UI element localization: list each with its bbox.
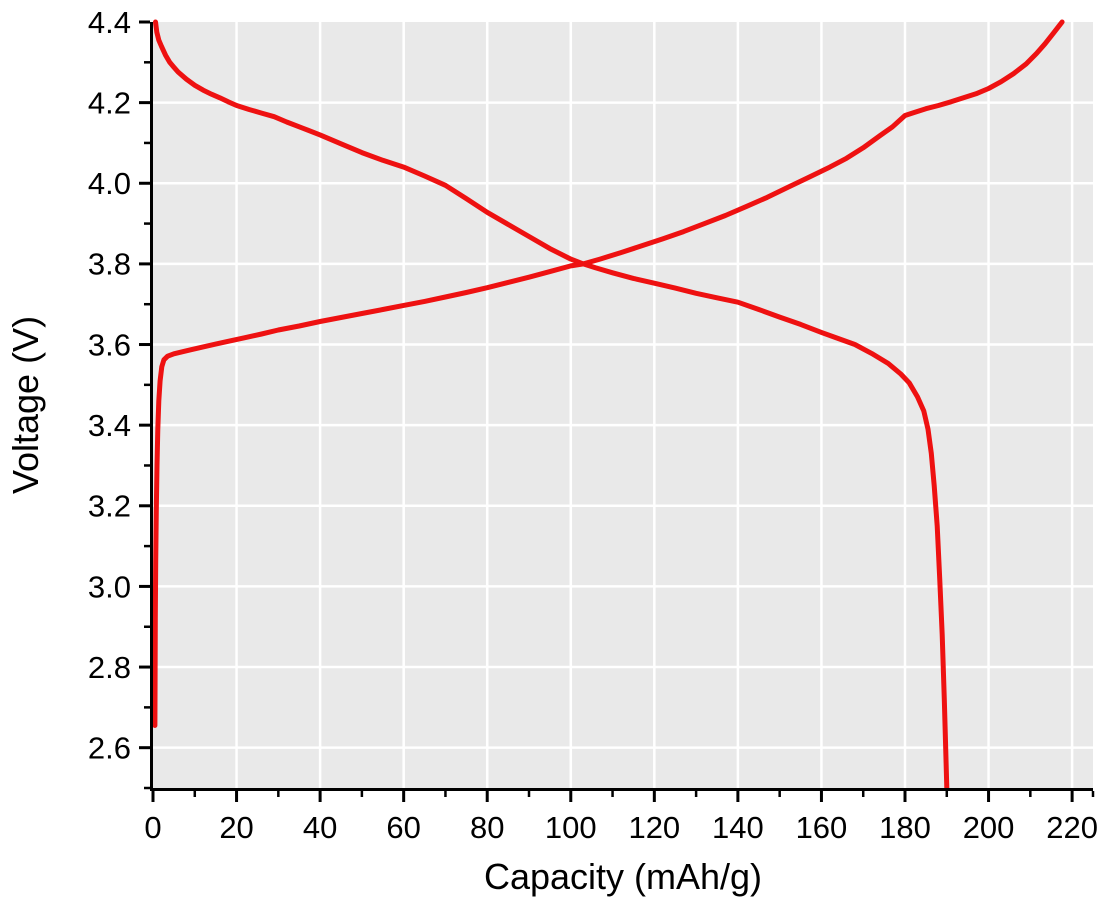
discharge-curve [153, 19, 950, 791]
plot-background-layer [153, 22, 1093, 788]
y-tick-label: 3.2 [88, 489, 131, 524]
y-tick-label: 4.0 [88, 166, 131, 201]
x-tick-label: 220 [1046, 810, 1098, 845]
x-axis-title: Capacity (mAh/g) [484, 856, 762, 897]
plot-area [153, 22, 1093, 788]
x-tick-label: 100 [545, 810, 597, 845]
x-tick-label: 0 [144, 810, 161, 845]
y-tick-label: 3.8 [88, 247, 131, 282]
charge-curve [152, 19, 1065, 728]
x-tick-label: 60 [386, 810, 420, 845]
y-tick-label: 3.4 [88, 408, 131, 443]
tick-label-layer: 0 20 40 60 80 100 120 140 160 180 200 220 2.6 2.8 3.0 3… [88, 5, 1098, 845]
x-tick-label: 40 [303, 810, 337, 845]
x-tick-label: 20 [219, 810, 253, 845]
y-axis-title: Voltage (V) [5, 316, 46, 494]
y-tick-label: 3.6 [88, 327, 131, 362]
y-tick-label: 4.2 [88, 85, 131, 120]
y-tick-label: 3.0 [88, 569, 131, 604]
y-tick-label: 2.6 [88, 731, 131, 766]
y-tick-label: 2.8 [88, 650, 131, 685]
x-tick-label: 120 [628, 810, 680, 845]
series-layer [152, 19, 1065, 791]
x-tick-label: 160 [796, 810, 848, 845]
x-tick-label: 80 [470, 810, 504, 845]
x-tick-label: 200 [963, 810, 1015, 845]
y-tick-label: 4.4 [88, 5, 131, 40]
axes-layer [139, 20, 1095, 802]
x-tick-label: 180 [879, 810, 931, 845]
x-tick-label: 140 [712, 810, 764, 845]
gridline-layer [153, 22, 1093, 788]
